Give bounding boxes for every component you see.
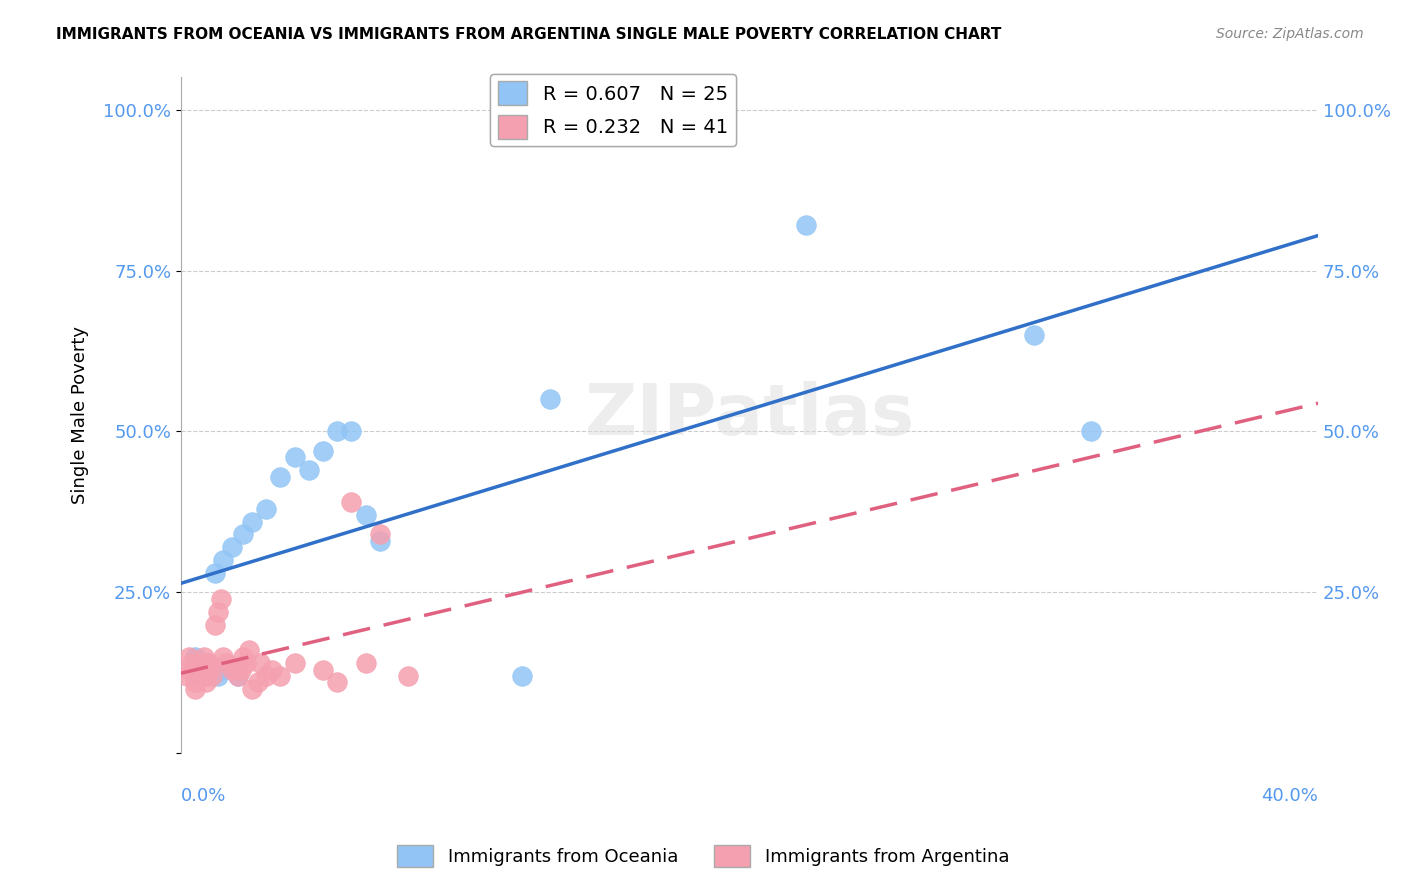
Point xyxy=(326,425,349,439)
Legend: Immigrants from Oceania, Immigrants from Argentina: Immigrants from Oceania, Immigrants from… xyxy=(389,838,1017,874)
Point xyxy=(181,656,204,670)
Point xyxy=(235,656,257,670)
Point xyxy=(198,656,221,670)
Point xyxy=(368,527,391,541)
Point xyxy=(368,533,391,548)
Point xyxy=(796,219,818,233)
Text: 40.0%: 40.0% xyxy=(1261,787,1319,805)
Point xyxy=(193,656,215,670)
Point xyxy=(204,617,226,632)
Point xyxy=(221,663,243,677)
Point xyxy=(187,656,209,670)
Point xyxy=(215,656,238,670)
Point xyxy=(240,681,263,696)
Point xyxy=(540,392,562,407)
Point xyxy=(179,649,201,664)
Point xyxy=(284,450,307,465)
Point xyxy=(1022,327,1045,342)
Point xyxy=(246,675,269,690)
Point xyxy=(207,669,229,683)
Point xyxy=(312,443,335,458)
Point xyxy=(195,669,218,683)
Point xyxy=(201,669,224,683)
Point xyxy=(190,663,212,677)
Point xyxy=(184,681,207,696)
Point xyxy=(198,656,221,670)
Point xyxy=(221,541,243,555)
Text: Source: ZipAtlas.com: Source: ZipAtlas.com xyxy=(1216,27,1364,41)
Text: ZIPatlas: ZIPatlas xyxy=(585,381,914,450)
Point xyxy=(298,463,321,477)
Point xyxy=(232,527,254,541)
Text: IMMIGRANTS FROM OCEANIA VS IMMIGRANTS FROM ARGENTINA SINGLE MALE POVERTY CORRELA: IMMIGRANTS FROM OCEANIA VS IMMIGRANTS FR… xyxy=(56,27,1001,42)
Point xyxy=(254,669,277,683)
Point xyxy=(354,656,377,670)
Point xyxy=(232,649,254,664)
Point xyxy=(269,469,291,483)
Point xyxy=(226,669,249,683)
Point xyxy=(193,669,215,683)
Point xyxy=(209,591,232,606)
Point xyxy=(212,649,235,664)
Point xyxy=(340,495,363,509)
Point xyxy=(354,508,377,523)
Point xyxy=(193,649,215,664)
Point xyxy=(226,669,249,683)
Y-axis label: Single Male Poverty: Single Male Poverty xyxy=(72,326,89,504)
Point xyxy=(229,663,252,677)
Point xyxy=(284,656,307,670)
Point xyxy=(198,663,221,677)
Point xyxy=(195,675,218,690)
Point xyxy=(260,663,283,677)
Point xyxy=(209,663,232,677)
Point xyxy=(190,669,212,683)
Point xyxy=(240,515,263,529)
Point xyxy=(187,663,209,677)
Point xyxy=(238,643,260,657)
Point xyxy=(340,425,363,439)
Text: 0.0%: 0.0% xyxy=(181,787,226,805)
Point xyxy=(510,669,533,683)
Point xyxy=(204,566,226,580)
Point xyxy=(249,656,271,670)
Point xyxy=(176,669,198,683)
Point xyxy=(396,669,419,683)
Point xyxy=(254,501,277,516)
Legend: R = 0.607   N = 25, R = 0.232   N = 41: R = 0.607 N = 25, R = 0.232 N = 41 xyxy=(491,74,735,146)
Point xyxy=(179,663,201,677)
Point xyxy=(184,675,207,690)
Point xyxy=(207,605,229,619)
Point xyxy=(184,649,207,664)
Point xyxy=(326,675,349,690)
Point xyxy=(312,663,335,677)
Point xyxy=(269,669,291,683)
Point xyxy=(1080,425,1102,439)
Point xyxy=(212,553,235,567)
